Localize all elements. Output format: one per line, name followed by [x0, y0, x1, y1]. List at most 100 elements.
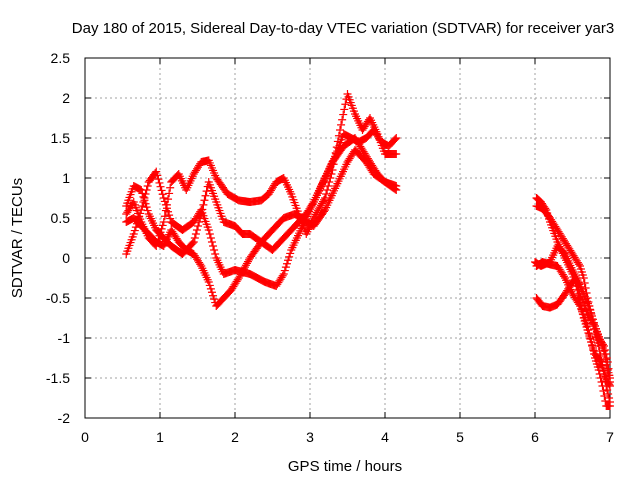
data-point: [209, 242, 218, 250]
data-point: [605, 380, 614, 389]
data-point: [279, 270, 288, 278]
data-point: [160, 212, 169, 221]
data-point: [572, 274, 581, 282]
data-point: [392, 150, 401, 158]
data-point: [282, 259, 291, 268]
data-point: [585, 302, 593, 310]
y-tick-label: -1.5: [46, 370, 70, 386]
grid-lines: [85, 58, 610, 418]
data-point: [392, 134, 401, 142]
data-point: [284, 256, 293, 265]
data-point: [154, 175, 163, 184]
data-point: [586, 305, 594, 314]
y-tick-label: -0.5: [46, 290, 70, 306]
data-point: [158, 221, 167, 230]
data-point: [340, 105, 349, 114]
data-point: [210, 295, 219, 304]
data-point: [207, 238, 216, 246]
data-point: [165, 211, 174, 220]
data-point: [211, 250, 220, 258]
x-tick-label: 6: [531, 429, 539, 445]
data-point: [599, 387, 608, 395]
series-track-c: [122, 134, 401, 258]
data-point: [390, 184, 399, 193]
data-point: [285, 252, 294, 261]
data-point: [165, 189, 174, 198]
data-point: [590, 318, 598, 327]
data-point: [234, 274, 243, 282]
x-tick-label: 5: [456, 429, 464, 445]
data-point: [574, 260, 583, 269]
data-point: [596, 356, 604, 365]
data-point: [142, 203, 151, 212]
data-point: [194, 222, 203, 230]
data-point: [164, 195, 173, 204]
data-point: [333, 137, 342, 146]
data-point: [158, 190, 167, 199]
data-point: [242, 259, 251, 268]
data-point: [196, 214, 205, 222]
data-point: [280, 266, 289, 275]
data-point: [204, 278, 213, 286]
data-point: [600, 392, 609, 400]
series-track-i: [531, 242, 614, 382]
data-point: [568, 266, 577, 274]
data-point: [200, 196, 209, 205]
data-point: [602, 360, 611, 369]
data-point: [166, 214, 175, 223]
data-point: [139, 192, 148, 201]
data-point: [198, 205, 207, 214]
data-point: [235, 272, 244, 281]
data-point: [209, 291, 218, 300]
data-point: [143, 206, 152, 215]
data-point: [199, 200, 208, 209]
data-point: [189, 238, 198, 246]
data-point: [574, 300, 583, 309]
y-tick-label: 1: [62, 170, 70, 186]
data-point: [334, 131, 343, 140]
data-point: [573, 276, 582, 284]
data-point: [338, 115, 347, 124]
data-point: [236, 270, 245, 279]
data-point: [601, 355, 610, 364]
data-point: [140, 196, 149, 205]
y-tick-label: 1.5: [51, 130, 71, 146]
x-tick-label: 7: [606, 429, 614, 445]
data-point: [156, 182, 165, 191]
data-point: [391, 185, 400, 194]
data-point: [579, 274, 588, 282]
data-point: [191, 230, 200, 238]
data-point: [278, 271, 287, 280]
data-point: [207, 288, 216, 297]
data-points: [122, 90, 614, 410]
series-track-e: [532, 194, 614, 410]
data-point: [205, 281, 214, 290]
data-point: [153, 171, 162, 180]
data-point: [583, 322, 592, 330]
chart-title: Day 180 of 2015, Sidereal Day-to-day VTE…: [72, 20, 614, 37]
data-point: [240, 263, 249, 272]
data-point: [589, 315, 597, 324]
x-tick-label: 0: [81, 429, 89, 445]
x-axis-label: GPS time / hours: [288, 458, 402, 475]
data-point: [162, 200, 171, 209]
data-point: [138, 189, 147, 198]
data-point: [204, 226, 213, 234]
data-point: [323, 186, 332, 194]
data-point: [210, 246, 219, 254]
data-point: [604, 390, 613, 398]
data-point: [155, 178, 164, 187]
data-point: [337, 120, 346, 129]
data-point: [129, 230, 138, 238]
x-tick-label: 1: [156, 429, 164, 445]
y-tick-label: 0.5: [51, 210, 71, 226]
y-tick-label: 2: [62, 90, 70, 106]
data-point: [324, 182, 333, 190]
data-point: [241, 261, 250, 270]
data-point: [326, 174, 335, 182]
data-point: [339, 110, 348, 119]
x-tick-label: 4: [381, 429, 389, 445]
data-point: [391, 135, 400, 144]
x-tick-label: 3: [306, 429, 314, 445]
